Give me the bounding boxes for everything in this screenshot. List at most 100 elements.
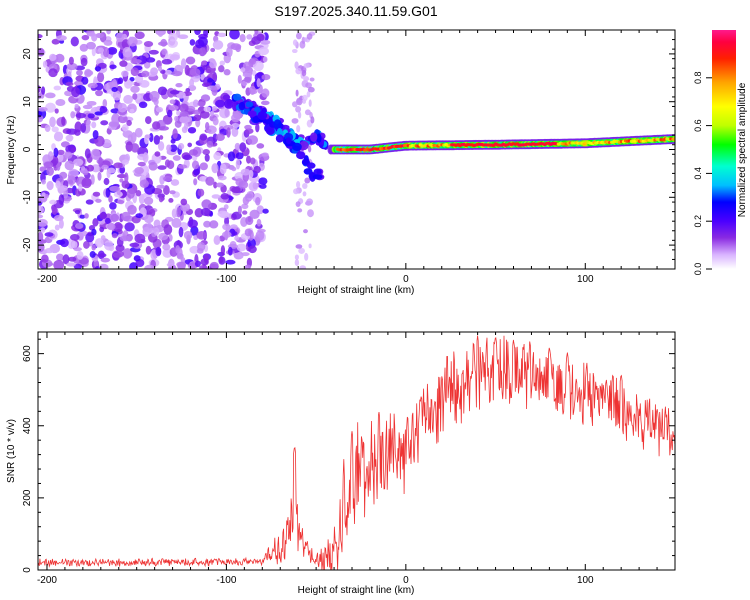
spectral-cell [57,149,65,156]
spectral-cell [256,78,261,88]
spectral-cell [73,247,82,252]
spectral-cell [190,225,199,237]
spectral-cell [68,56,74,65]
spectral-cell [169,54,181,61]
spectral-cell [135,189,142,197]
spectral-cell [193,114,202,122]
spectral-cell [215,182,225,188]
spectral-cell [295,244,303,249]
spectral-cell [145,245,152,255]
spectral-cell [204,153,210,162]
colorbar-label: Normalized spectral amplitude [737,82,748,217]
spectral-cell [62,254,70,265]
spectral-cell [167,109,173,118]
spectral-cell [235,158,241,170]
spectral-cell [303,229,308,234]
spectral-cell [127,204,137,215]
spectral-cell [81,34,90,41]
spectral-cell [211,85,218,97]
spectral-cell [169,89,180,95]
spectral-cell [211,163,219,174]
spectral-cell [91,121,97,129]
spectral-cell [44,232,54,237]
spectral-cell [155,106,164,113]
spectral-cell [134,31,145,40]
spectral-cell [258,46,270,56]
spectral-cell [162,243,171,251]
spectral-cell [64,90,73,97]
spectral-cell [218,65,225,73]
spectral-cell [80,57,88,67]
colorbar-gradient [712,30,736,269]
spectral-cell [303,168,313,175]
spectral-cell [249,209,260,219]
spectrogram-frame [37,29,676,270]
spectral-cell [229,224,238,230]
x-tick-label: 0 [403,274,409,285]
spectral-cell [231,127,239,137]
spectral-cell [111,233,118,239]
spectral-cell [73,158,84,167]
spectral-cell [58,194,65,206]
spectral-cell [295,32,302,40]
spectral-cell [255,196,261,206]
spectral-cell [248,181,259,192]
spectral-cell [159,135,164,140]
spectral-cell [262,208,269,214]
spectral-cell [121,180,130,189]
spectral-cell [175,244,181,254]
spectral-cell [306,198,314,206]
spectral-cell [141,70,150,78]
spectral-cell [148,49,159,55]
spectral-cell [245,215,254,226]
spectral-cell [107,167,116,174]
spectral-cell [219,163,227,175]
spectral-cell [81,76,89,85]
spectral-cell [137,161,146,167]
spectral-cell [222,231,232,238]
spectral-cell [296,180,301,189]
spectral-cell [46,180,54,191]
spectral-cell [213,151,222,161]
spectral-cell [129,77,135,82]
spectral-cell [191,160,200,170]
spectral-cell [192,99,199,108]
spectral-cell [59,185,68,192]
spectral-cell [92,218,99,227]
spectral-cell [293,188,299,195]
spectral-cell [38,205,45,215]
spectral-cell [215,133,225,142]
spectral-cell [99,106,108,114]
spectral-cell [199,133,208,141]
spectral-cell [95,198,102,203]
spectral-cell [296,97,303,106]
spectral-cell [297,111,302,119]
snr-xlabel: Height of straight line (km) [298,585,415,596]
spectral-cell [119,60,128,67]
y-tick-label: 10 [22,96,33,108]
spectral-cell [195,39,205,49]
spectral-cell [92,129,99,140]
spectral-cell [217,32,227,38]
spectral-cell [203,106,212,113]
spectral-cell [84,69,94,77]
spectral-cell [254,30,259,35]
spectral-cell [107,47,118,55]
spectral-cell [49,116,56,128]
spectral-cell [132,93,138,100]
colorbar-tick-label: 0.6 [693,119,703,132]
spectral-cell [126,119,132,127]
spectral-cell [149,90,160,102]
spectral-cell [86,119,91,129]
spectral-cell [252,69,257,77]
spectral-cell [209,261,219,269]
y-tick-label: -10 [22,190,33,205]
spectral-cell [100,120,109,126]
spectral-cell [222,94,231,101]
spectral-cell [78,183,83,192]
spectral-cell [169,99,176,105]
colorbar-tick-label: 0.0 [693,263,703,276]
spectral-cell [175,82,183,88]
spectral-cell [134,167,144,175]
spectral-cell [167,39,178,48]
